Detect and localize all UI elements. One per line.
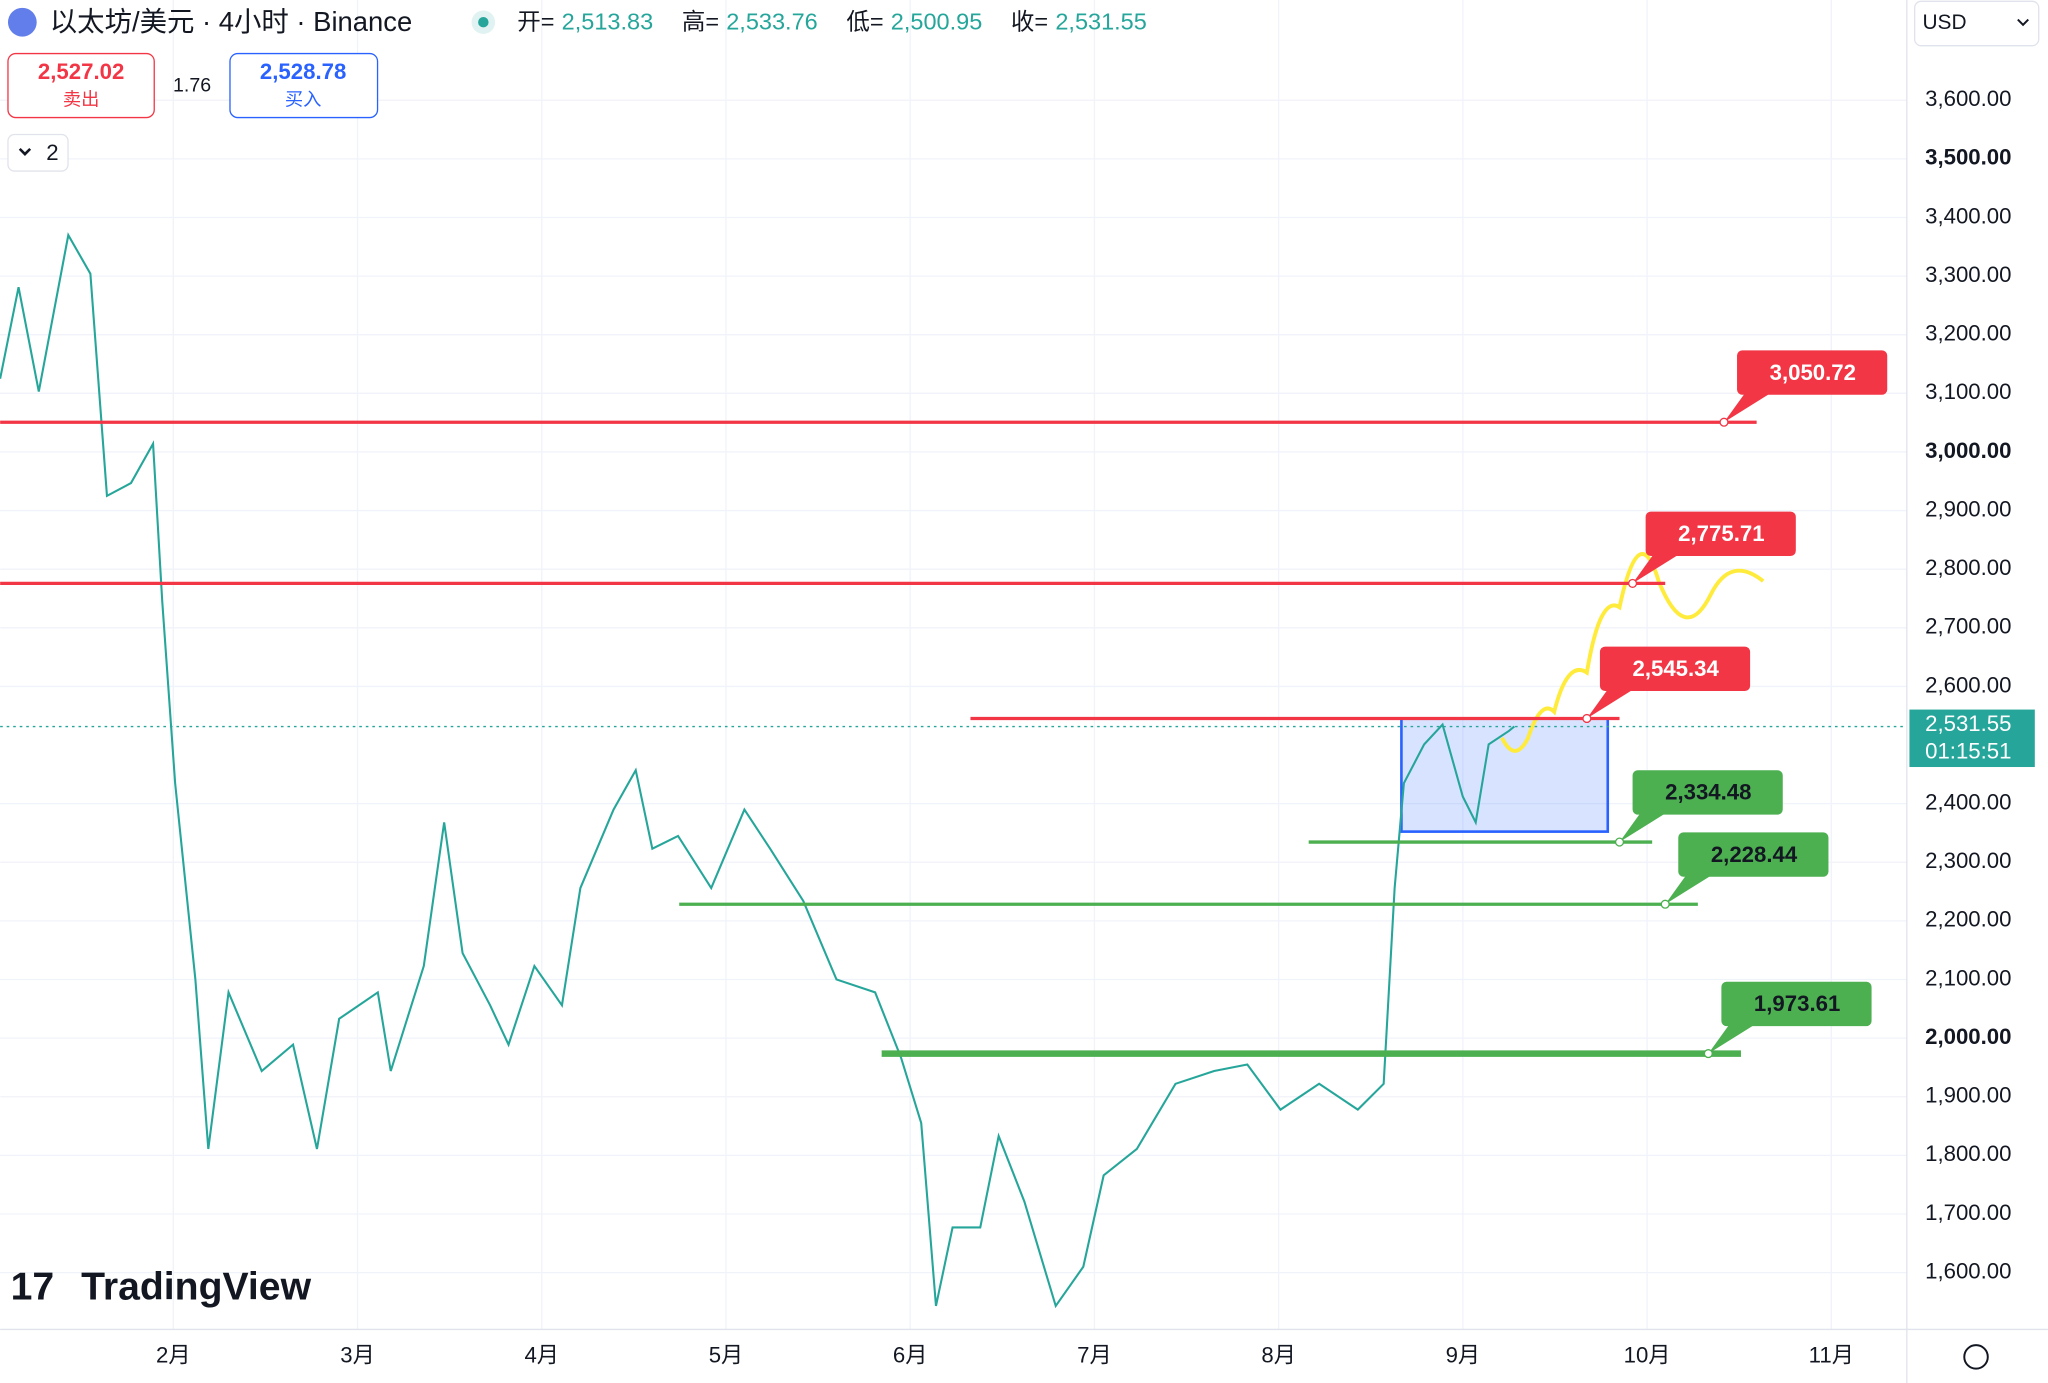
y-tick-label: 1,600.00 bbox=[1925, 1258, 2011, 1283]
y-tick-label: 2,400.00 bbox=[1925, 790, 2011, 815]
y-tick-label: 3,400.00 bbox=[1925, 203, 2011, 228]
buy-label: 买入 bbox=[285, 88, 322, 109]
chevron bbox=[18, 147, 32, 156]
level-tag bbox=[1599, 646, 1751, 692]
settings-icon[interactable] bbox=[1963, 1344, 1989, 1370]
level-label: 1,973.61 bbox=[1754, 991, 1840, 1016]
y-tick-label: 3,200.00 bbox=[1925, 321, 2011, 346]
symbol: 以太坊/美元 · 4小时 · Binance bbox=[50, 6, 412, 37]
label-pointer bbox=[1619, 809, 1672, 843]
level-label: 2,228.44 bbox=[1711, 842, 1798, 867]
y-tick-label: 2,100.00 bbox=[1925, 965, 2011, 990]
y-tick-label: 3,500.00 bbox=[1925, 145, 2011, 170]
y-tick-label: 2,800.00 bbox=[1925, 555, 2011, 580]
x-tick-label: 11月 bbox=[1809, 1343, 1854, 1368]
ohlc-value: 2,513.83 bbox=[562, 9, 653, 35]
indicator-toggle[interactable] bbox=[7, 133, 69, 172]
last-price-label: 2,531.55 bbox=[1925, 711, 2011, 736]
ohlc-value: 2,533.76 bbox=[726, 9, 817, 35]
anchor bbox=[1719, 417, 1729, 427]
y-tick-label: 3,100.00 bbox=[1925, 379, 2011, 404]
x-tick-label: 10月 bbox=[1624, 1343, 1671, 1368]
y-tick-label: 3,300.00 bbox=[1925, 262, 2011, 287]
x-tick-label: 9月 bbox=[1446, 1343, 1481, 1368]
label-pointer bbox=[1665, 871, 1718, 905]
y-tick-label: 1,700.00 bbox=[1925, 1200, 2011, 1225]
level-label: 2,545.34 bbox=[1632, 656, 1719, 681]
range-box bbox=[1400, 717, 1610, 833]
indicator-count: 2 bbox=[46, 140, 58, 165]
ohlc-value: 2,531.55 bbox=[1055, 9, 1146, 35]
y-tick-label: 2,600.00 bbox=[1925, 672, 2011, 697]
x-tick-label: 8月 bbox=[1261, 1343, 1296, 1368]
ohlc-value: 2,500.95 bbox=[891, 9, 982, 35]
status-dot bbox=[478, 16, 489, 28]
currency-select[interactable] bbox=[1914, 0, 2040, 47]
sell-button[interactable] bbox=[7, 52, 155, 119]
level-tag bbox=[1678, 832, 1829, 877]
level-label: 2,775.71 bbox=[1678, 521, 1764, 546]
y-tick-label: 3,600.00 bbox=[1925, 86, 2011, 111]
sell-price: 2,527.02 bbox=[38, 59, 124, 84]
level-tag bbox=[1721, 981, 1872, 1027]
x-tick-label: 5月 bbox=[709, 1343, 744, 1368]
y-tick-label: 1,900.00 bbox=[1925, 1083, 2011, 1108]
y-tick-label: 2,900.00 bbox=[1925, 496, 2011, 521]
label-pointer bbox=[1586, 685, 1640, 719]
x-tick-label: 4月 bbox=[524, 1343, 559, 1368]
anchor bbox=[1628, 578, 1638, 588]
level-tag bbox=[1737, 350, 1888, 395]
y-tick-label: 1,800.00 bbox=[1925, 1141, 2011, 1166]
price-line bbox=[0, 232, 1516, 1309]
y-tick-label: 2,000.00 bbox=[1925, 1024, 2011, 1049]
anchor bbox=[1582, 713, 1592, 724]
spread: 1.76 bbox=[173, 74, 211, 96]
level-label: 2,334.48 bbox=[1665, 780, 1751, 805]
y-tick-label: 2,300.00 bbox=[1925, 848, 2011, 873]
x-tick-label: 7月 bbox=[1077, 1343, 1112, 1368]
level-tag bbox=[1645, 511, 1796, 556]
sell-label: 卖出 bbox=[63, 88, 100, 109]
last-price-tag bbox=[1909, 709, 2035, 768]
logo-mark: 17 bbox=[11, 1265, 55, 1308]
x-tick-label: 6月 bbox=[893, 1343, 928, 1368]
anchor bbox=[1614, 837, 1625, 847]
ohlc-label: 开= bbox=[517, 9, 554, 35]
buy-button[interactable] bbox=[229, 52, 379, 119]
coin-icon bbox=[7, 7, 37, 37]
countdown: 01:15:51 bbox=[1925, 739, 2011, 764]
x-tick-label: 2月 bbox=[156, 1343, 191, 1368]
label-pointer bbox=[1632, 550, 1685, 584]
ohlc-label: 收= bbox=[1011, 9, 1048, 35]
ohlc-label: 高= bbox=[682, 9, 719, 35]
x-tick-label: 3月 bbox=[340, 1343, 375, 1368]
y-tick-label: 3,000.00 bbox=[1925, 438, 2011, 463]
y-tick-label: 2,200.00 bbox=[1925, 907, 2011, 932]
level-label: 3,050.72 bbox=[1770, 360, 1856, 385]
logo: TradingView bbox=[81, 1265, 311, 1308]
currency: USD bbox=[1922, 11, 1966, 34]
anchor bbox=[1703, 1049, 1713, 1059]
ohlc-label: 低= bbox=[846, 9, 883, 35]
chevron bbox=[2017, 18, 2029, 27]
anchor bbox=[1660, 899, 1670, 909]
level-tag bbox=[1632, 770, 1783, 815]
y-tick-label: 2,700.00 bbox=[1925, 614, 2011, 639]
buy-price: 2,528.78 bbox=[260, 59, 346, 84]
